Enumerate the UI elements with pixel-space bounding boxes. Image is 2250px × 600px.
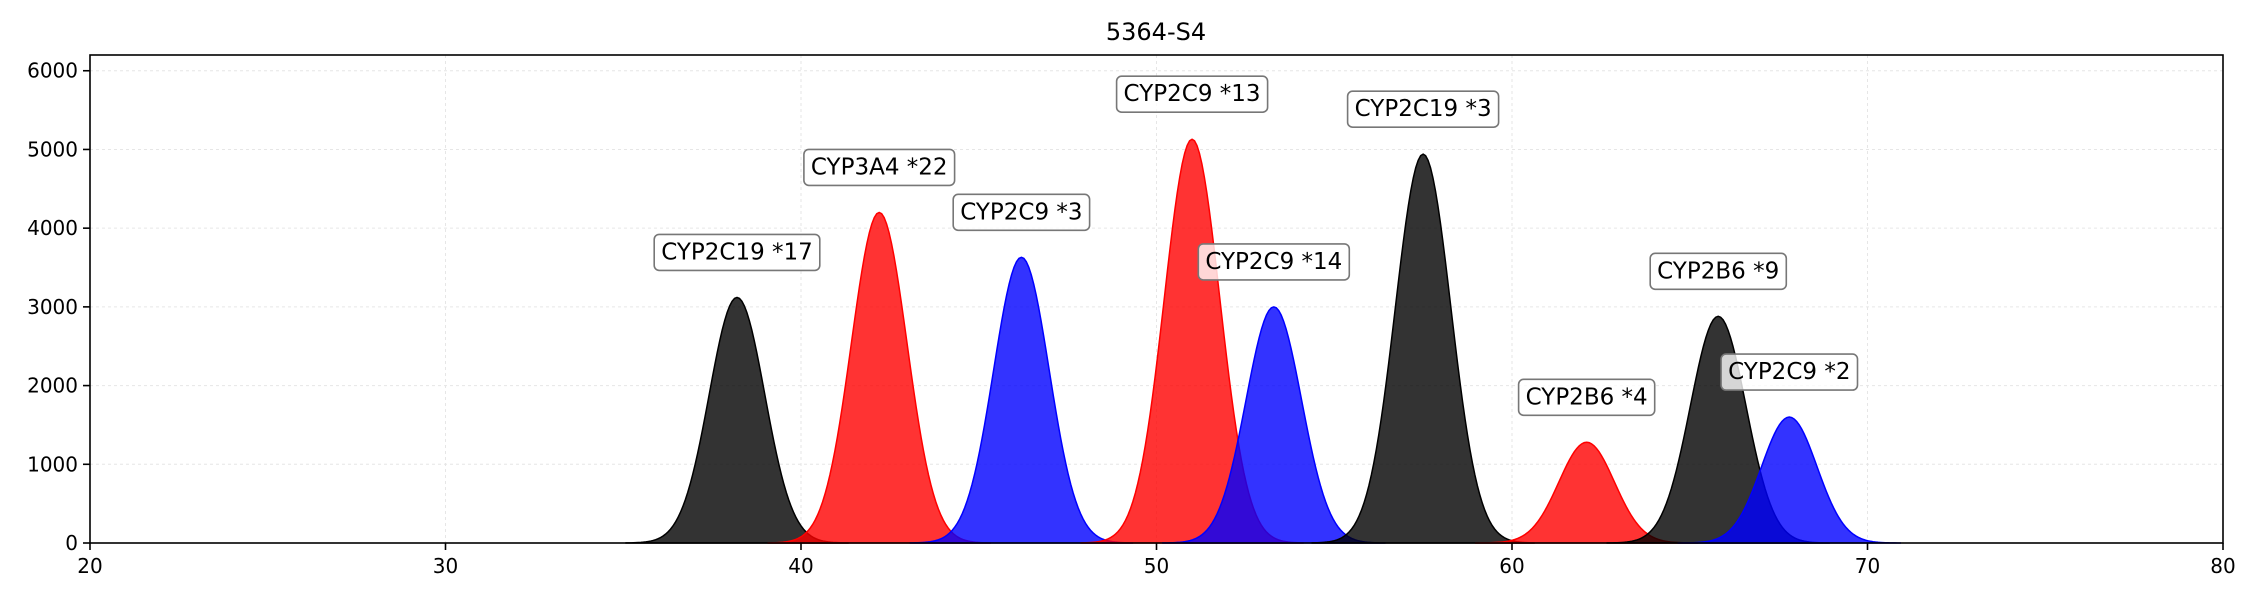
- peak-label-box: [1720, 353, 1859, 391]
- axis-ticks: 20 30 40 50 60 70 80 0 1000 2000 3000 4000 5000 6000: [27, 59, 2236, 578]
- y-tick-label: 4000: [27, 216, 78, 240]
- peak-label: CYP2C9 *2: [1720, 353, 1859, 391]
- peak-label-box: [1346, 90, 1500, 128]
- x-tick-label: 20: [77, 554, 102, 578]
- peak-label-text: CYP2C9 *13: [1124, 81, 1261, 107]
- peak-label-text: CYP2C19 *17: [661, 239, 813, 265]
- peak-label: CYP2B6 *4: [1517, 378, 1656, 417]
- peak-cyp2c9-3: [909, 256, 1134, 544]
- x-tick-label: 80: [2210, 554, 2235, 578]
- peak-label: CYP2B6 *9: [1649, 252, 1788, 291]
- peak-label-box: [1197, 243, 1351, 281]
- peak-label-text: CYP2C9 *2: [1728, 359, 1850, 385]
- x-tick-label: 70: [1855, 554, 1880, 578]
- grid: [89, 55, 2224, 544]
- peak-label-text: CYP2B6 *4: [1526, 384, 1648, 410]
- y-tick-label: 2000: [27, 374, 78, 398]
- peak-label-box: [1115, 75, 1269, 113]
- peak-label-text: CYP2C19 *3: [1355, 96, 1492, 122]
- y-tick-label: 3000: [27, 295, 78, 319]
- peak-label-text: CYP2B6 *9: [1657, 258, 1779, 284]
- peak-label-box: [653, 233, 821, 272]
- peak-label: CYP2C9 *3: [952, 193, 1091, 232]
- peak-label-text: CYP3A4 *22: [811, 154, 948, 180]
- peak-label-box: [1649, 252, 1788, 291]
- peak-label-box: [1517, 378, 1656, 417]
- peaks: [625, 138, 1901, 544]
- y-tick-label: 1000: [27, 452, 78, 476]
- peak-label: CYP2C19 *3: [1346, 90, 1500, 128]
- x-tick-label: 50: [1144, 554, 1169, 578]
- peak-label: CYP2C19 *17: [653, 233, 821, 272]
- peak-label: CYP3A4 *22: [803, 148, 956, 187]
- peak-cyp2c9-2: [1677, 416, 1901, 544]
- x-tick-label: 40: [788, 554, 813, 578]
- x-tick-label: 60: [1499, 554, 1524, 578]
- peak-labels: CYP2C19 *17 CYP3A4 *22 CYP2C9 *3 CYP2C9 *13…: [653, 75, 1859, 417]
- peak-label-box: [952, 193, 1091, 232]
- chart-title: 5364-S4: [1106, 18, 1206, 46]
- peak-cyp2c19-3: [1311, 153, 1535, 544]
- y-tick-label: 6000: [27, 59, 78, 83]
- y-tick-label: 5000: [27, 137, 78, 161]
- x-tick-label: 30: [433, 554, 458, 578]
- peak-label: CYP2C9 *14: [1197, 243, 1351, 281]
- y-tick-label: 0: [65, 531, 78, 555]
- peak-label-text: CYP2C9 *3: [960, 199, 1082, 225]
- peak-label: CYP2C9 *13: [1115, 75, 1269, 113]
- peak-cyp2c19-17: [625, 296, 849, 544]
- peak-label-box: [803, 148, 956, 187]
- peak-label-text: CYP2C9 *14: [1205, 249, 1342, 275]
